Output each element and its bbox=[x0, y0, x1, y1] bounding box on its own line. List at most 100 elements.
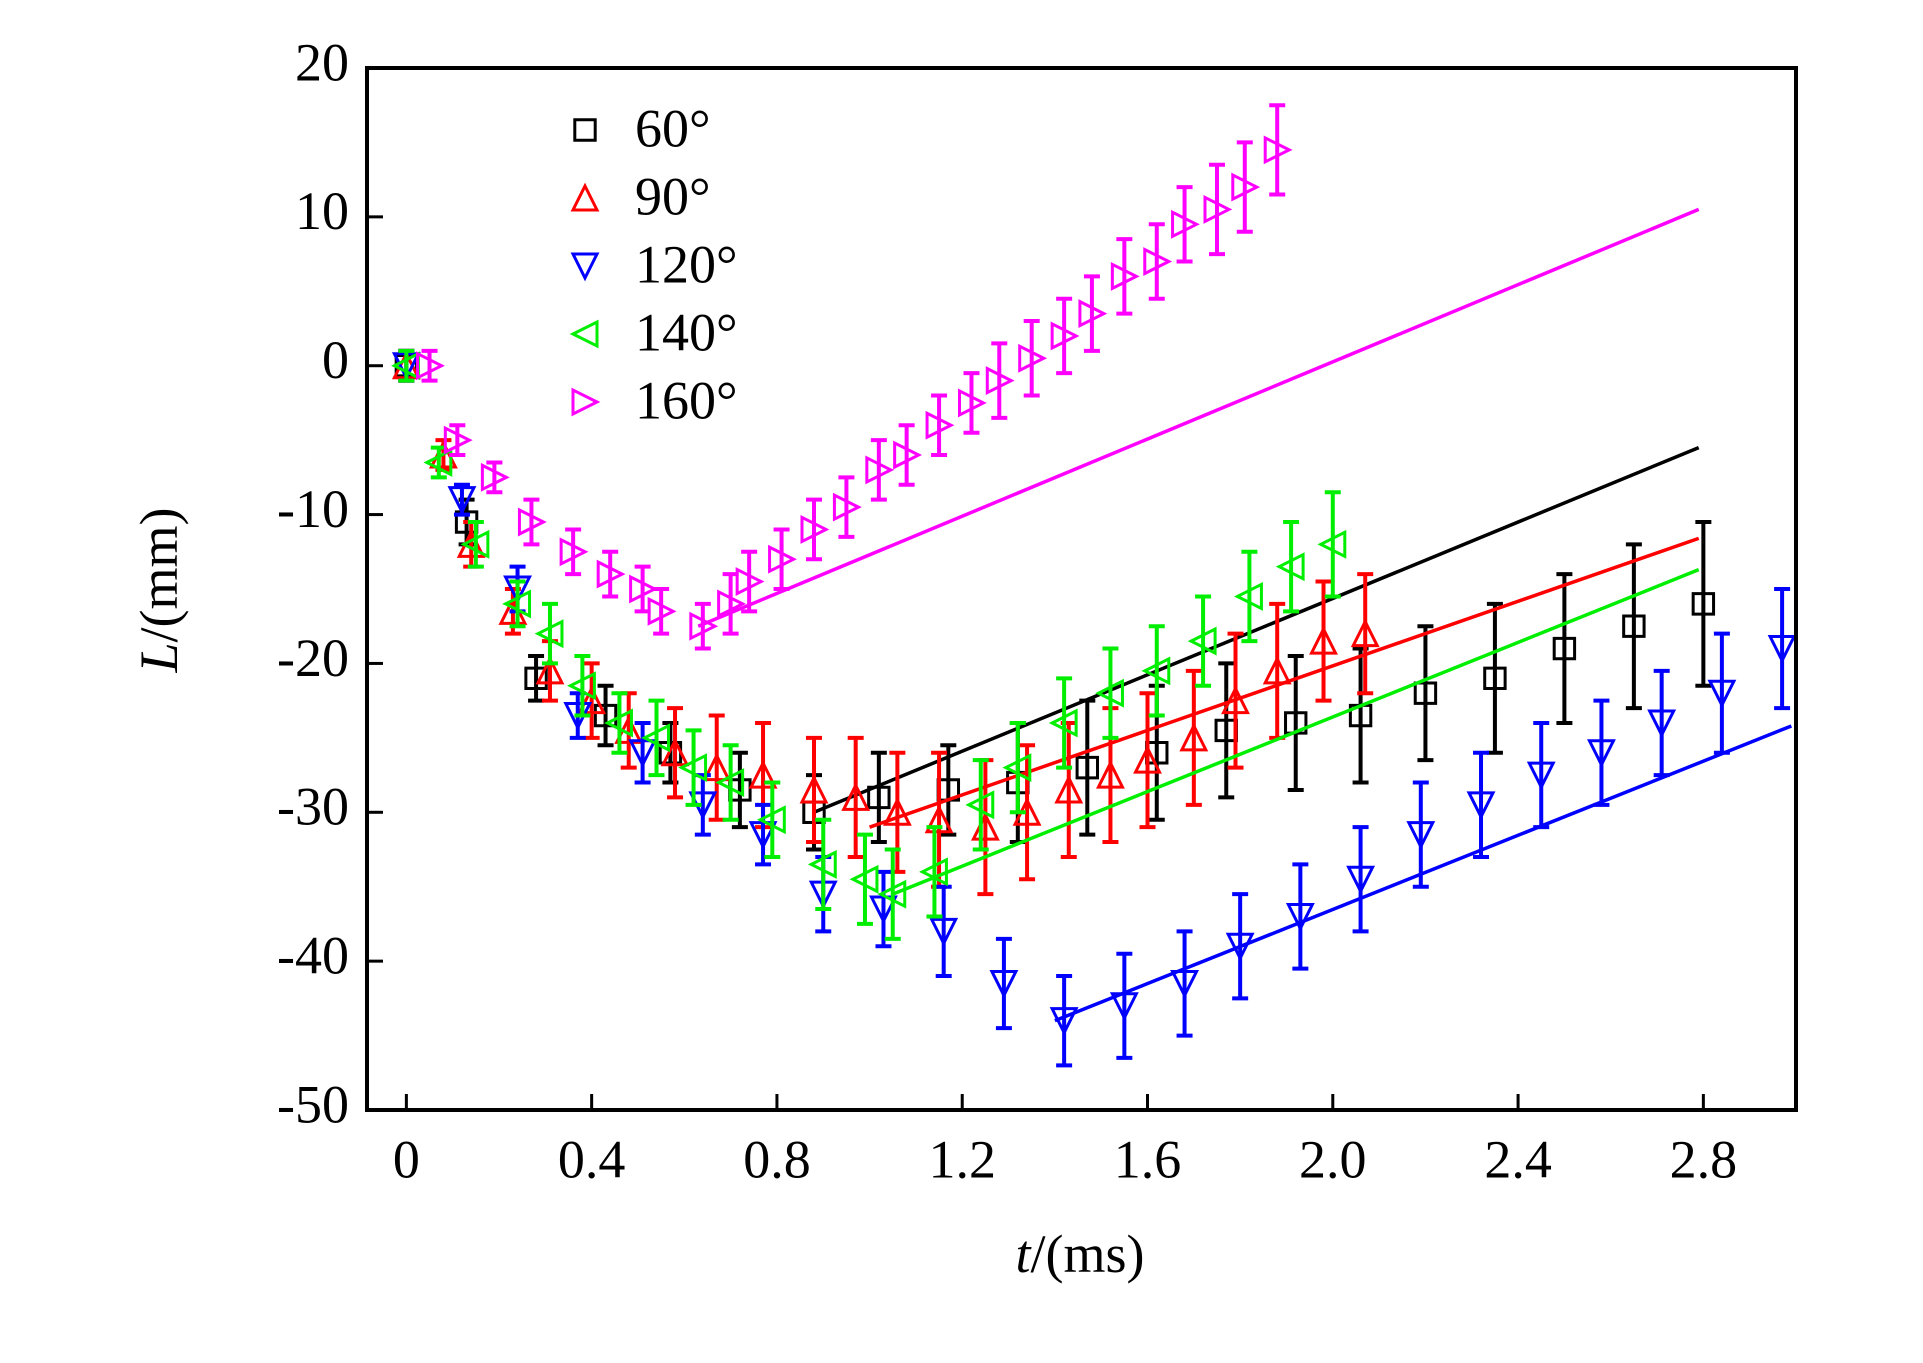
marker bbox=[559, 537, 589, 567]
marker bbox=[517, 507, 547, 537]
marker bbox=[1707, 679, 1737, 709]
error-bar bbox=[1056, 676, 1073, 770]
marker bbox=[957, 388, 987, 418]
marker bbox=[1002, 753, 1032, 783]
x-tick-label: 1.2 bbox=[928, 1129, 996, 1189]
x-tick-label: 0.8 bbox=[743, 1129, 811, 1189]
marker bbox=[1018, 343, 1048, 373]
marker bbox=[807, 849, 837, 879]
error-bar bbox=[1185, 668, 1202, 807]
legend-label: 140° bbox=[635, 302, 738, 362]
error-bar bbox=[602, 549, 619, 599]
error-bar bbox=[963, 371, 980, 435]
marker bbox=[604, 708, 633, 738]
x-tick-label: 0 bbox=[393, 1129, 420, 1189]
error-bar bbox=[1116, 237, 1133, 316]
marker bbox=[735, 567, 765, 596]
marker bbox=[1691, 592, 1716, 616]
error-bar bbox=[838, 475, 855, 539]
x-tick-label: 1.6 bbox=[1114, 1129, 1182, 1189]
error-bar bbox=[805, 735, 822, 845]
marker bbox=[1275, 552, 1305, 582]
error-bar bbox=[995, 936, 1012, 1031]
error-bar bbox=[1176, 929, 1193, 1038]
marker bbox=[877, 879, 907, 909]
error-bar bbox=[523, 497, 540, 547]
error-bar bbox=[1056, 974, 1073, 1068]
fit-line bbox=[869, 536, 1700, 829]
marker bbox=[1285, 902, 1315, 932]
marker bbox=[756, 805, 786, 835]
marker bbox=[867, 785, 891, 810]
y-tick-label: -20 bbox=[277, 628, 349, 688]
error-bar bbox=[1176, 185, 1193, 264]
marker bbox=[629, 574, 658, 604]
legend-label: 60° bbox=[635, 98, 711, 158]
marker bbox=[849, 864, 879, 894]
marker bbox=[1317, 529, 1347, 559]
error-bar bbox=[449, 423, 466, 458]
marker bbox=[628, 739, 658, 769]
y-tick-label: -50 bbox=[277, 1074, 349, 1134]
marker bbox=[524, 666, 548, 691]
error-bar bbox=[847, 735, 864, 859]
marker bbox=[882, 796, 912, 826]
error-bar bbox=[565, 527, 582, 577]
error-bar bbox=[741, 549, 758, 614]
error-bar bbox=[1486, 601, 1503, 755]
marker bbox=[1225, 932, 1255, 962]
x-axis-label: t/(ms) bbox=[1015, 1224, 1144, 1284]
error-bar bbox=[1236, 140, 1253, 234]
marker bbox=[678, 753, 708, 783]
marker bbox=[717, 589, 746, 619]
x-label-symbol: t bbox=[1015, 1224, 1032, 1284]
error-bar bbox=[486, 460, 503, 495]
marker bbox=[1526, 761, 1556, 791]
error-bar bbox=[764, 780, 781, 859]
legend-label: 120° bbox=[635, 234, 738, 294]
error-bar bbox=[1473, 750, 1490, 859]
error-bar bbox=[755, 802, 772, 867]
marker bbox=[1309, 625, 1338, 655]
error-bar bbox=[1352, 825, 1369, 934]
marker bbox=[480, 462, 510, 492]
error-bar bbox=[1283, 520, 1300, 614]
y-tick-label: -30 bbox=[277, 777, 349, 837]
marker bbox=[1483, 666, 1507, 691]
marker bbox=[689, 611, 719, 641]
marker bbox=[1143, 247, 1173, 276]
marker bbox=[1075, 755, 1099, 780]
x-tick-label: 2.4 bbox=[1484, 1129, 1552, 1189]
marker bbox=[1263, 135, 1293, 165]
error-bar bbox=[1083, 274, 1100, 353]
marker bbox=[1133, 744, 1162, 774]
x-tick-label: 2.8 bbox=[1670, 1129, 1738, 1189]
fit-line bbox=[1054, 724, 1793, 1023]
error-bar bbox=[611, 691, 628, 755]
marker bbox=[1050, 321, 1080, 351]
marker bbox=[1054, 774, 1084, 804]
marker bbox=[715, 768, 745, 797]
marker bbox=[1110, 261, 1140, 291]
error-bar bbox=[1625, 542, 1642, 711]
error-bar bbox=[972, 758, 989, 852]
marker bbox=[1187, 626, 1217, 656]
error-bar bbox=[648, 698, 665, 778]
x-tick-label: 0.4 bbox=[558, 1129, 626, 1189]
marker bbox=[1171, 209, 1200, 239]
marker bbox=[832, 492, 862, 522]
y-label-unit: /(mm) bbox=[129, 507, 189, 642]
error-bar bbox=[1774, 587, 1791, 711]
legend-marker bbox=[570, 182, 600, 212]
error-bar bbox=[870, 750, 887, 845]
error-bar bbox=[597, 683, 614, 748]
error-bar bbox=[1556, 572, 1573, 725]
plot-frame bbox=[365, 66, 1798, 1112]
error-bar bbox=[1056, 296, 1073, 376]
error-bar bbox=[815, 817, 832, 912]
error-bar bbox=[805, 497, 822, 562]
legend-label: 160° bbox=[635, 370, 738, 430]
marker bbox=[965, 790, 995, 820]
error-bar bbox=[685, 728, 702, 807]
marker bbox=[1170, 969, 1199, 999]
